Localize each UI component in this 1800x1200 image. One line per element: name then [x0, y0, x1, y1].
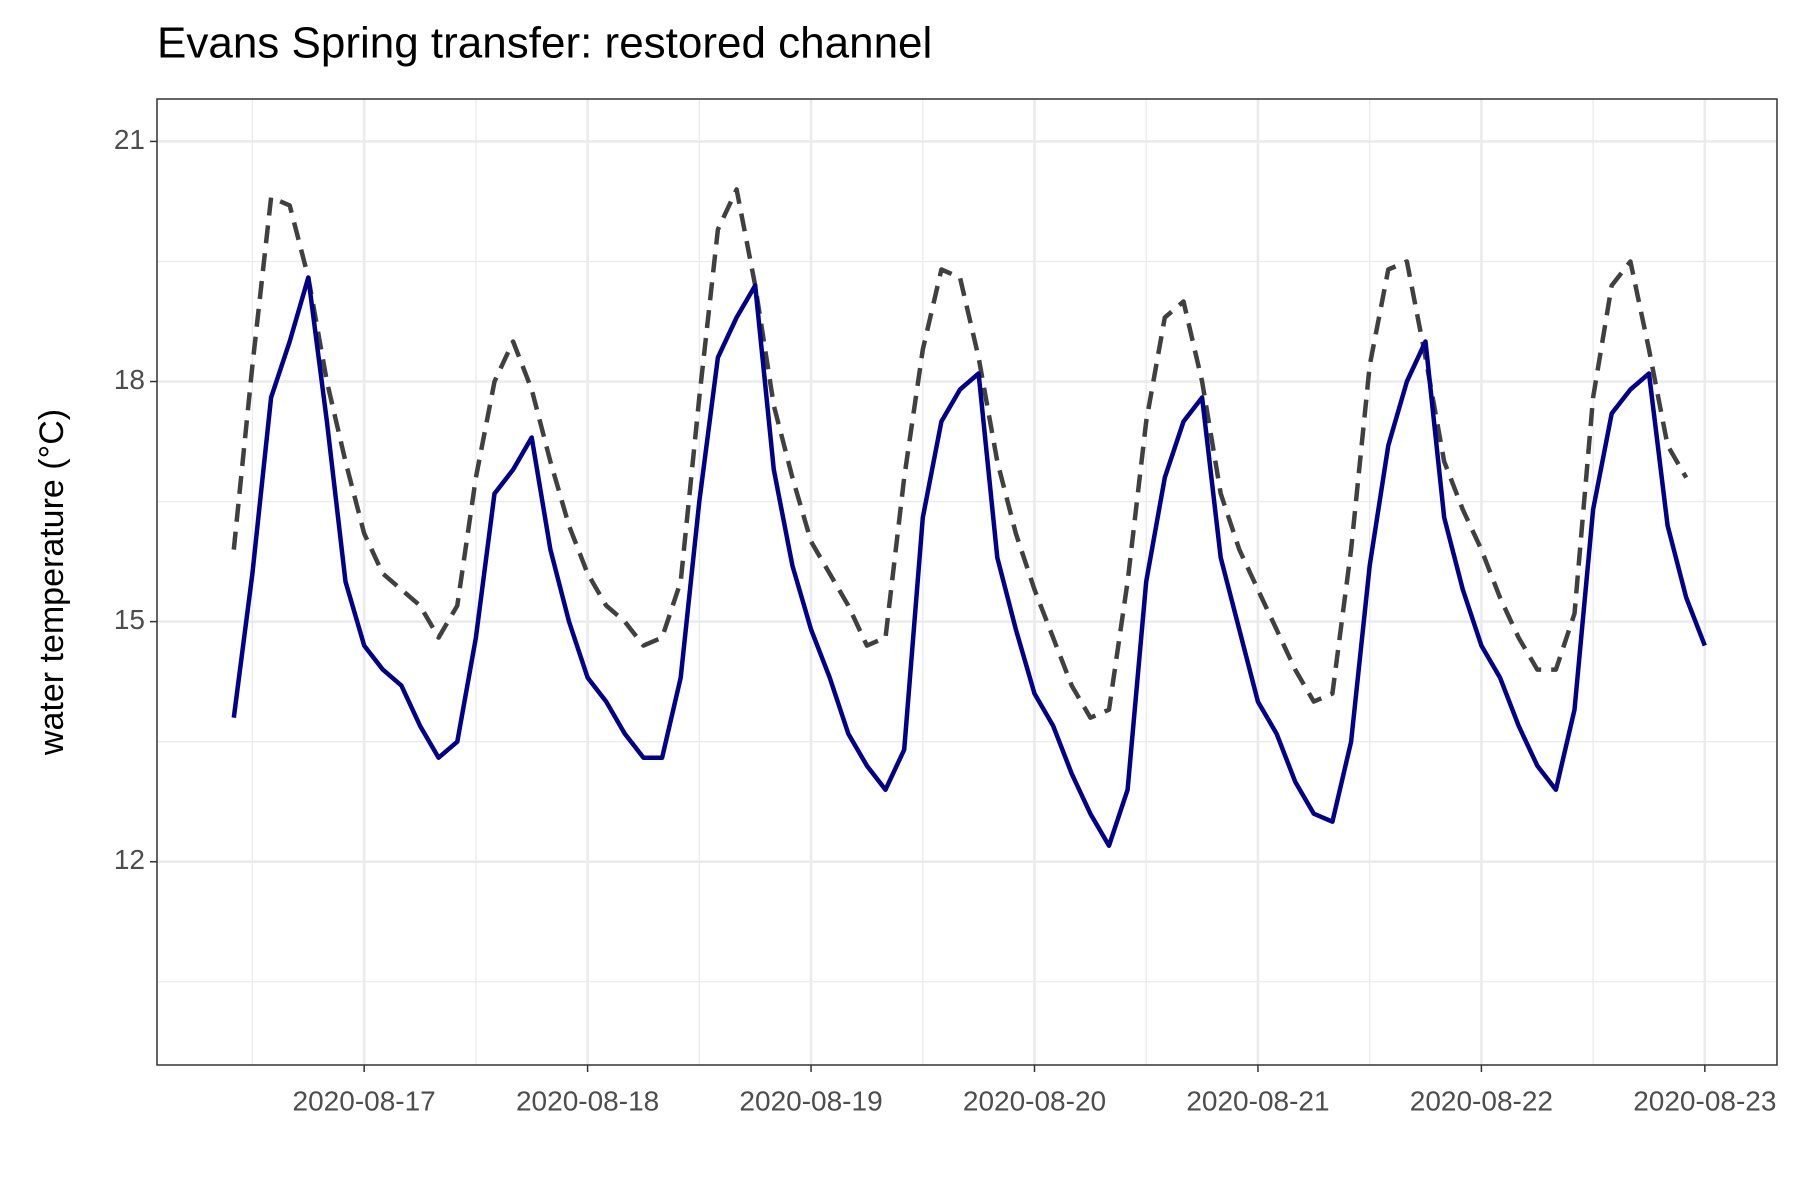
- x-tick-label: 2020-08-22: [1410, 1085, 1553, 1116]
- y-tick-label: 21: [114, 124, 145, 155]
- plot-border: [156, 98, 1778, 1066]
- y-axis-label: water temperature (°C): [33, 409, 71, 756]
- y-tick-label: 12: [114, 844, 145, 875]
- data-line: [231, 187, 1689, 720]
- x-tick-label: 2020-08-20: [963, 1085, 1106, 1116]
- x-tick-label: 2020-08-17: [293, 1085, 436, 1116]
- y-tick-label: 18: [114, 364, 145, 395]
- x-tick-label: 2020-08-21: [1186, 1085, 1329, 1116]
- chart-title: Evans Spring transfer: restored channel: [157, 19, 932, 68]
- x-tick-label: 2020-08-18: [516, 1085, 659, 1116]
- y-tick-label: 15: [114, 604, 145, 635]
- x-tick-label: 2020-08-23: [1633, 1085, 1776, 1116]
- data-line: [231, 275, 1707, 848]
- x-tick-label: 2020-08-19: [739, 1085, 882, 1116]
